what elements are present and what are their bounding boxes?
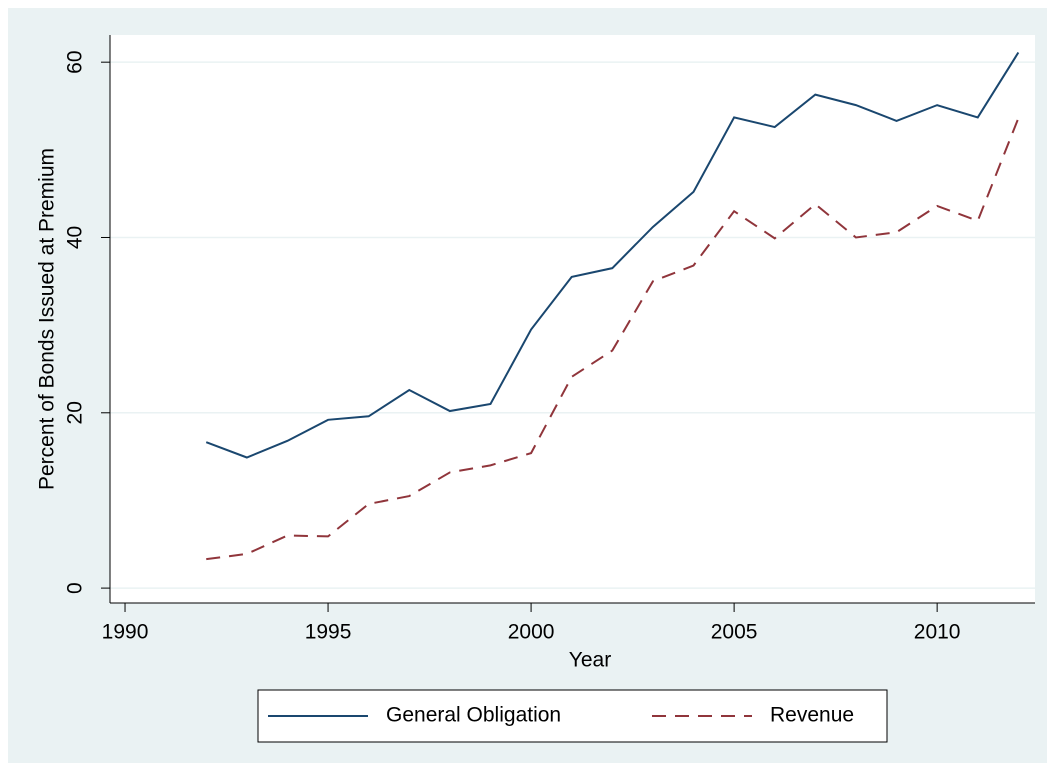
plot-area bbox=[110, 35, 1035, 603]
x-tick-label: 1990 bbox=[102, 621, 149, 644]
x-tick-label: 2000 bbox=[508, 621, 555, 644]
y-tick-label: 40 bbox=[64, 226, 87, 249]
legend-label: General Obligation bbox=[386, 704, 561, 727]
x-tick-label: 1995 bbox=[305, 621, 352, 644]
x-tick-label: 2005 bbox=[711, 621, 758, 644]
legend-label: Revenue bbox=[770, 704, 854, 727]
y-tick-label: 60 bbox=[64, 50, 87, 73]
y-tick-label: 20 bbox=[64, 401, 87, 424]
series-line bbox=[206, 117, 1020, 561]
y-tick-label: 0 bbox=[64, 582, 87, 594]
y-axis-title: Percent of Bonds Issued at Premium bbox=[36, 148, 59, 490]
x-tick-label: 2010 bbox=[914, 621, 961, 644]
x-axis-title: Year bbox=[569, 649, 611, 672]
series-line bbox=[205, 52, 1020, 459]
